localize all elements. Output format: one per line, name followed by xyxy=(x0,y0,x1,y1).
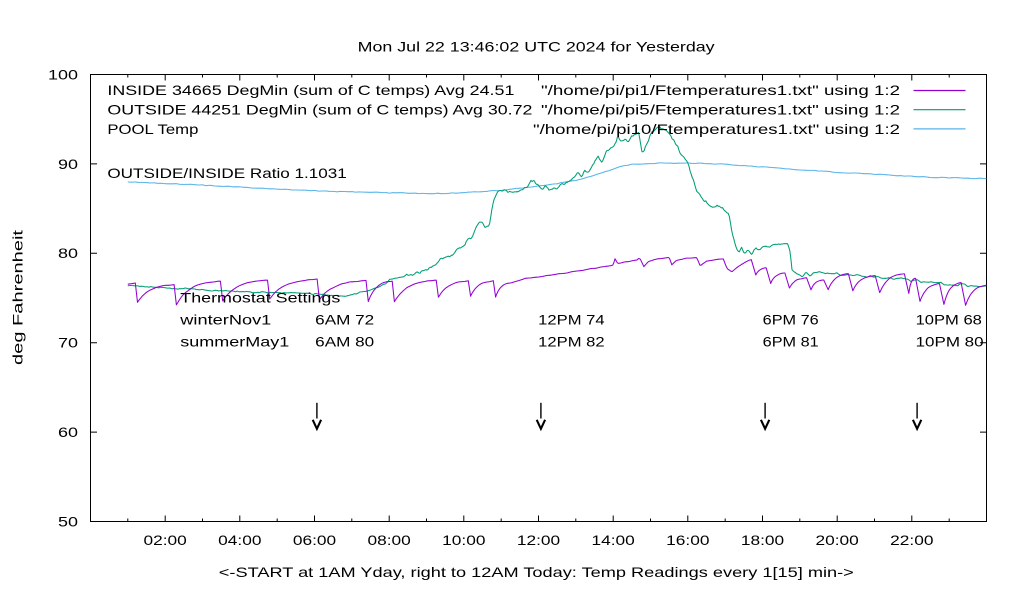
svg-text:10PM 80: 10PM 80 xyxy=(916,334,984,350)
svg-text:<-START at 1AM Yday, right to: <-START at 1AM Yday, right to 12AM Today… xyxy=(219,564,854,580)
svg-text:70: 70 xyxy=(58,335,78,351)
svg-text:100: 100 xyxy=(48,66,78,82)
svg-text:08:00: 08:00 xyxy=(368,532,412,548)
svg-text:06:00: 06:00 xyxy=(293,532,337,548)
svg-text:02:00: 02:00 xyxy=(144,532,188,548)
svg-text:10PM 68: 10PM 68 xyxy=(916,312,983,328)
svg-text:6AM 72: 6AM 72 xyxy=(315,312,374,328)
svg-text:90: 90 xyxy=(58,156,78,172)
svg-text:OUTSIDE/INSIDE Ratio 1.1031: OUTSIDE/INSIDE Ratio 1.1031 xyxy=(107,165,347,181)
svg-text:POOL Temp: POOL Temp xyxy=(107,121,198,137)
svg-text:60: 60 xyxy=(58,424,78,440)
svg-text:winterNov1: winterNov1 xyxy=(179,312,272,328)
svg-text:04:00: 04:00 xyxy=(218,532,262,548)
svg-text:summerMay1: summerMay1 xyxy=(180,334,289,350)
svg-text:22:00: 22:00 xyxy=(890,532,934,548)
svg-text:Mon Jul 22 13:46:02 UTC 2024 f: Mon Jul 22 13:46:02 UTC 2024 for Yesterd… xyxy=(358,39,715,55)
svg-text:Thermostat Settings: Thermostat Settings xyxy=(180,290,340,306)
svg-text:INSIDE 34665 DegMin (sum of C: INSIDE 34665 DegMin (sum of C temps) Avg… xyxy=(107,82,514,98)
svg-text:12PM 74: 12PM 74 xyxy=(538,312,605,328)
svg-text:14:00: 14:00 xyxy=(592,532,636,548)
svg-text:deg Fahrenheit: deg Fahrenheit xyxy=(10,230,26,365)
svg-text:80: 80 xyxy=(58,245,78,261)
svg-text:12PM 82: 12PM 82 xyxy=(538,334,605,350)
svg-text:"/home/pi/pi1/Ftemperatures1.t: "/home/pi/pi1/Ftemperatures1.txt" using … xyxy=(541,82,900,98)
svg-text:10:00: 10:00 xyxy=(442,532,486,548)
svg-text:6AM 80: 6AM 80 xyxy=(315,334,374,350)
svg-text:"/home/pi/pi10/Ftemperatures1.: "/home/pi/pi10/Ftemperatures1.txt" using… xyxy=(533,121,900,137)
svg-text:18:00: 18:00 xyxy=(741,532,785,548)
svg-text:OUTSIDE 44251 DegMin (sum of C: OUTSIDE 44251 DegMin (sum of C temps) Av… xyxy=(107,102,532,118)
svg-text:50: 50 xyxy=(58,513,78,529)
svg-text:6PM 81: 6PM 81 xyxy=(763,334,819,350)
svg-text:6PM 76: 6PM 76 xyxy=(763,312,819,328)
svg-text:16:00: 16:00 xyxy=(666,532,710,548)
svg-text:12:00: 12:00 xyxy=(517,532,561,548)
svg-text:20:00: 20:00 xyxy=(816,532,860,548)
svg-text:"/home/pi/pi5/Ftemperatures1.t: "/home/pi/pi5/Ftemperatures1.txt" using … xyxy=(541,102,900,118)
